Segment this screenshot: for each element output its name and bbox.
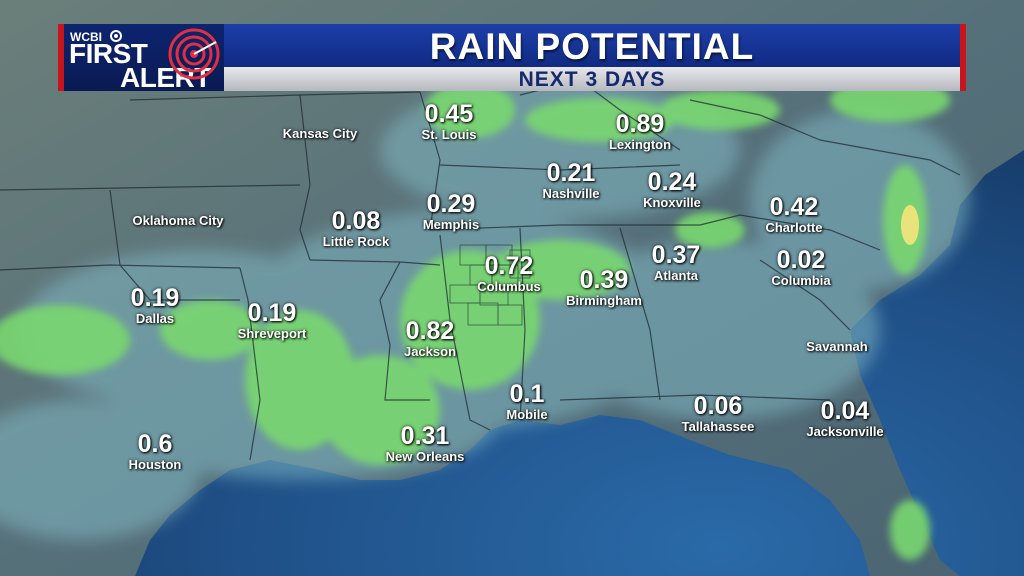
county-lines <box>449 244 531 326</box>
city-name: Little Rock <box>322 234 390 249</box>
city-name: Jackson <box>403 344 457 359</box>
city-value: 0.24 <box>647 168 697 196</box>
city-name: Oklahoma City <box>132 213 224 228</box>
banner-edge-left <box>58 24 64 91</box>
city-value: 0.72 <box>484 252 534 280</box>
city-name: Savannah <box>806 339 868 354</box>
city-jackson: 0.82 Jackson <box>403 317 457 360</box>
radar-icon <box>168 28 220 80</box>
city-value: 0.37 <box>651 241 701 269</box>
city-lexington: 0.89 Lexington <box>608 110 672 153</box>
city-name: Knoxville <box>643 195 701 210</box>
city-mobile: 0.1 Mobile <box>506 380 548 423</box>
city-name: Birmingham <box>566 293 642 308</box>
city-columbus: 0.72 Columbus <box>477 252 541 295</box>
city-name: Columbia <box>771 273 831 288</box>
city-name: Lexington <box>608 137 672 152</box>
city-kansas-city: Kansas City <box>283 126 357 141</box>
city-name: Jacksonville <box>806 424 884 439</box>
city-oklahoma-city: Oklahoma City <box>132 213 223 228</box>
banner-edge-right <box>960 24 966 91</box>
state-borders <box>0 79 961 461</box>
city-name: Tallahassee <box>681 419 755 434</box>
city-new-orleans: 0.31 New Orleans <box>385 422 465 465</box>
city-value: 0.04 <box>820 397 870 425</box>
city-name: Atlanta <box>653 268 699 283</box>
city-tallahassee: 0.06 Tallahassee <box>681 392 755 435</box>
rain-peak <box>901 205 919 245</box>
page-title: RAIN POTENTIAL <box>429 26 755 67</box>
city-columbia: 0.02 Columbia <box>771 246 831 289</box>
header-banner: RAIN POTENTIAL NEXT 3 DAYS WCBI FIRST AL… <box>58 24 966 91</box>
city-name: St. Louis <box>421 127 477 142</box>
city-value: 0.31 <box>400 422 450 450</box>
city-st-louis: 0.45 St. Louis <box>421 100 477 143</box>
city-memphis: 0.29 Memphis <box>422 190 480 233</box>
city-little-rock: 0.08 Little Rock <box>322 207 390 250</box>
page-subtitle: NEXT 3 DAYS <box>518 68 666 91</box>
city-charlotte: 0.42 Charlotte <box>765 193 823 236</box>
city-name: Charlotte <box>765 220 823 235</box>
city-value: 0.19 <box>247 299 297 327</box>
logo-line1: FIRST <box>69 38 148 69</box>
city-name: Kansas City <box>282 126 358 141</box>
city-name: Nashville <box>542 186 600 201</box>
city-nashville: 0.21 Nashville <box>542 159 600 202</box>
city-value: 0.39 <box>579 266 629 294</box>
city-atlanta: 0.37 Atlanta <box>651 241 701 284</box>
city-value: 0.89 <box>615 110 665 138</box>
cbs-eye-icon <box>110 30 122 42</box>
city-value: 0.06 <box>693 392 743 420</box>
city-value: 0.29 <box>426 190 476 218</box>
city-name: New Orleans <box>385 449 465 464</box>
city-name: Mobile <box>506 407 548 422</box>
city-value: 0.21 <box>546 159 596 187</box>
city-name: Houston <box>128 457 182 472</box>
city-dallas: 0.19 Dallas <box>130 284 180 327</box>
city-name: Columbus <box>477 279 541 294</box>
station-logo: WCBI FIRST ALERT <box>64 24 224 91</box>
city-name: Memphis <box>422 217 480 232</box>
city-value: 0.6 <box>137 430 173 458</box>
city-value: 0.45 <box>424 100 474 128</box>
city-shreveport: 0.19 Shreveport <box>237 299 307 342</box>
city-houston: 0.6 Houston <box>128 430 182 473</box>
city-value: 0.02 <box>776 246 826 274</box>
city-knoxville: 0.24 Knoxville <box>643 168 701 211</box>
city-name: Dallas <box>135 311 175 326</box>
city-name: Shreveport <box>237 326 307 341</box>
city-value: 0.42 <box>769 193 819 221</box>
city-value: 0.1 <box>509 380 545 408</box>
city-value: 0.19 <box>130 284 180 312</box>
city-birmingham: 0.39 Birmingham <box>566 266 642 309</box>
city-value: 0.82 <box>405 317 455 345</box>
city-value: 0.08 <box>331 207 381 235</box>
city-savannah: Savannah <box>806 339 867 354</box>
city-jacksonville: 0.04 Jacksonville <box>806 397 884 440</box>
logo-station: WCBI <box>70 30 102 44</box>
